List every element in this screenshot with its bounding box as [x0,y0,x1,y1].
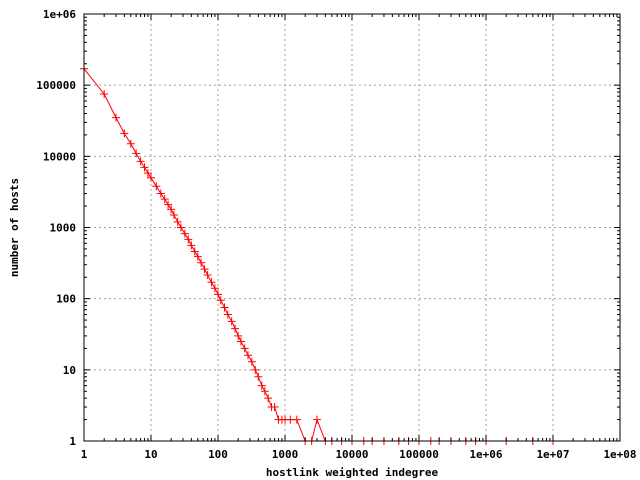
series-red [80,64,557,445]
data-point [270,403,279,412]
x-tick-label: 1 [81,448,88,461]
data-point [193,252,202,261]
data-point [187,241,196,250]
data-point [143,169,152,178]
data-point [210,284,219,293]
data-point [100,90,109,99]
data-point [260,387,269,396]
data-point [203,271,212,280]
grid [84,14,620,441]
y-tick-label: 1 [69,435,76,448]
x-tick-label: 1e+06 [469,448,502,461]
data-point [227,317,236,326]
x-ticks: 1 10 100 1000 10000 100000 1e+06 1e+07 1e+08 [81,14,637,461]
data-point [184,235,193,244]
data-point [197,258,206,267]
data-point [147,173,155,182]
data-point [120,129,129,138]
data-point [220,303,229,312]
y-tick-label: 100 [56,293,76,306]
data-point [136,157,145,166]
data-point [180,229,189,238]
data-point [169,210,178,219]
data-point [247,357,256,366]
data-point [152,182,161,191]
data-point [167,205,176,214]
y-tick-label: 10 [63,364,76,377]
data-point [234,331,243,340]
y-tick-label: 1e+06 [43,8,76,21]
data-point [160,195,169,204]
series-line [83,68,553,442]
data-point [140,163,149,172]
data-point [223,310,232,319]
data-point [132,149,141,158]
x-tick-label: 100 [208,448,228,461]
data-point [216,296,225,305]
data-point [164,200,173,209]
data-point [292,415,301,424]
data-point [173,217,182,226]
data-point [236,337,245,346]
x-tick-label: 10 [144,448,157,461]
y-tick-label: 10000 [43,150,76,163]
data-point [254,372,263,381]
x-tick-label: 100000 [399,448,439,461]
data-point [207,278,216,287]
data-point [176,223,185,232]
data-point [312,415,321,424]
y-tick-label: 100000 [36,79,76,92]
data-point [231,324,240,333]
y-ticks: 1 10 100 1000 10000 100000 1e+06 [36,8,620,448]
data-point [257,381,266,390]
data-point [190,247,199,256]
data-point [214,290,222,299]
data-point [111,113,120,122]
data-point [126,139,135,148]
x-tick-label: 1e+07 [536,448,569,461]
x-tick-label: 10000 [335,448,368,461]
data-point [243,351,252,360]
x-axis-label: hostlink weighted indegree [266,466,439,479]
x-tick-label: 1e+08 [603,448,636,461]
data-point [240,344,249,353]
data-point [200,265,209,274]
data-point [156,189,165,198]
data-point [251,365,260,374]
y-tick-label: 1000 [50,222,77,235]
y-axis-label: number of hosts [8,178,21,277]
data-point [264,394,273,403]
x-tick-label: 1000 [272,448,299,461]
